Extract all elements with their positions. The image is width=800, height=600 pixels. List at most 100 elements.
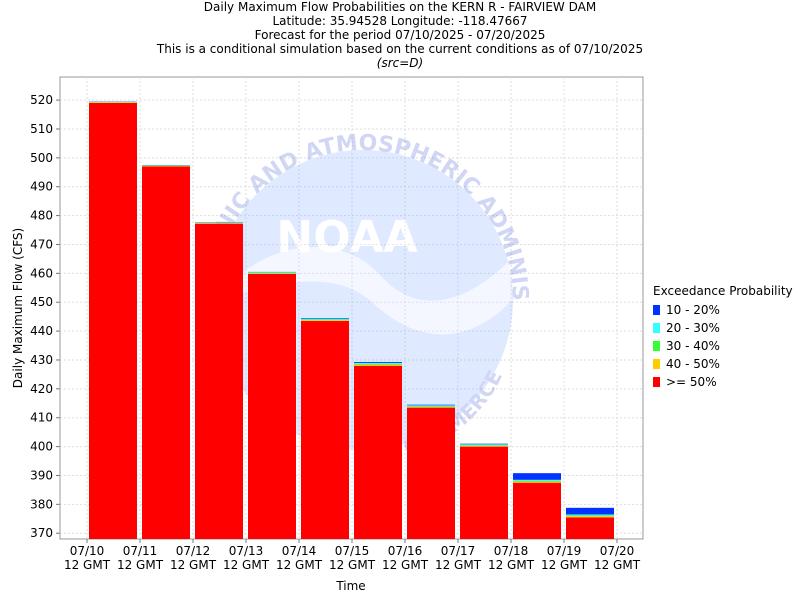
y-tick-label: 380 (30, 497, 53, 511)
y-tick-label: 400 (30, 440, 53, 454)
x-axis-label: Time (335, 579, 365, 593)
bar-segment-20-30 (513, 479, 561, 481)
x-tick-label-date: 07/15 (335, 544, 370, 558)
x-tick-label-time: 12 GMT (64, 558, 111, 572)
y-tick-label: 370 (30, 526, 53, 540)
bar-segment-ge50 (566, 517, 614, 539)
bar-segment-40-50 (460, 445, 508, 447)
bar-segment-10-20 (566, 507, 614, 515)
y-tick-label: 480 (30, 209, 53, 223)
y-tick-label: 460 (30, 266, 53, 280)
x-tick-label-time: 12 GMT (541, 558, 588, 572)
bar-segment-30-40 (407, 406, 455, 407)
bar-segment-10-20 (460, 443, 508, 445)
bar-segment-40-50 (195, 223, 243, 224)
y-axis: 370 380 390 400 410 420 430 440 450 460 470 480 490 5… (30, 93, 60, 540)
y-tick-label: 510 (30, 122, 53, 136)
legend-item: >= 50% (653, 373, 793, 391)
x-tick-label-date: 07/17 (441, 544, 476, 558)
bar-segment-20-30 (248, 272, 296, 273)
x-tick-label-date: 07/10 (70, 544, 105, 558)
legend: Exceedance Probability 10 - 20% 20 - 30% 3… (653, 284, 793, 391)
bar-segment-20-30 (407, 405, 455, 407)
bar-segment-30-40 (513, 480, 561, 482)
legend-label: 40 - 50% (666, 357, 720, 371)
y-tick-label: 520 (30, 93, 53, 107)
bar-segment-40-50 (89, 102, 137, 103)
legend-swatch (653, 323, 660, 333)
x-tick-label-time: 12 GMT (488, 558, 535, 572)
legend-swatch (653, 305, 660, 315)
chart-source: (src=D) (376, 56, 424, 70)
bar-segment-40-50 (354, 364, 402, 366)
y-tick-label: 500 (30, 151, 53, 165)
bar-segment-ge50 (354, 365, 402, 539)
bar-segment-ge50 (248, 273, 296, 539)
bar-segment-40-50 (566, 516, 614, 518)
legend-swatch (653, 377, 660, 387)
bar-segment-10-20 (301, 318, 349, 319)
bar-segment-ge50 (195, 223, 243, 539)
x-tick-label-time: 12 GMT (170, 558, 217, 572)
y-tick-label: 490 (30, 180, 53, 194)
x-tick-label-date: 07/13 (229, 544, 264, 558)
chart-condition-note: This is a conditional simulation based o… (156, 42, 644, 56)
bar-segment-20-30 (566, 514, 614, 516)
bar-segment-ge50 (407, 407, 455, 539)
bar-segment-30-40 (301, 319, 349, 321)
legend-swatch (653, 341, 660, 351)
bar-segment-20-30 (354, 362, 402, 364)
bar-segment-30-40 (566, 515, 614, 517)
legend-title: Exceedance Probability (653, 284, 793, 298)
x-tick-label-time: 12 GMT (117, 558, 164, 572)
bar-segment-40-50 (301, 320, 349, 321)
legend-label: 30 - 40% (666, 339, 720, 353)
bar-segment-20-30 (301, 318, 349, 320)
x-tick-label-date: 07/18 (494, 544, 529, 558)
x-tick-label-date: 07/14 (282, 544, 317, 558)
legend-items: 10 - 20% 20 - 30% 30 - 40% 40 - 50% >= 50% (653, 301, 793, 391)
bar-segment-ge50 (142, 166, 190, 539)
x-tick-label-time: 12 GMT (382, 558, 429, 572)
x-tick-label-date: 07/12 (176, 544, 211, 558)
bar-segment-10-20 (354, 361, 402, 363)
chart-titles: Daily Maximum Flow Probabilities on the … (0, 0, 800, 70)
bar-segment-ge50 (89, 102, 137, 540)
bar-segment-40-50 (407, 406, 455, 408)
bar-segment-ge50 (301, 320, 349, 539)
bar-segment-30-40 (248, 272, 296, 274)
bar-segment-ge50 (513, 482, 561, 539)
x-tick-label-time: 12 GMT (276, 558, 323, 572)
bar-segment-40-50 (248, 273, 296, 274)
bar-segment-30-40 (354, 363, 402, 365)
x-tick-label-date: 07/16 (388, 544, 423, 558)
y-tick-label: 430 (30, 353, 53, 367)
y-axis-label: Daily Maximum Flow (CFS) (11, 228, 25, 388)
watermark-logo-text: NOAA (276, 212, 417, 263)
chart-title: Daily Maximum Flow Probabilities on the … (203, 0, 597, 14)
bar-segment-20-30 (460, 444, 508, 446)
x-tick-label-date: 07/11 (123, 544, 158, 558)
bar-segment-30-40 (460, 445, 508, 446)
y-tick-label: 390 (30, 468, 53, 482)
x-tick-label-date: 07/19 (547, 544, 582, 558)
watermark-gull (215, 247, 512, 335)
y-tick-label: 420 (30, 382, 53, 396)
bar-segment-40-50 (513, 481, 561, 483)
chart-period: Forecast for the period 07/10/2025 - 07/… (254, 28, 546, 42)
bar-segment-40-50 (142, 165, 190, 167)
x-tick-label-time: 12 GMT (329, 558, 376, 572)
y-tick-label: 410 (30, 411, 53, 425)
x-tick-label-time: 12 GMT (594, 558, 641, 572)
bar-segment-ge50 (460, 446, 508, 539)
y-tick-label: 450 (30, 295, 53, 309)
bar-segment-10-20 (407, 404, 455, 406)
chart-location: Latitude: 35.94528 Longitude: -118.47667 (272, 14, 528, 28)
legend-swatch (653, 359, 660, 369)
legend-item: 30 - 40% (653, 337, 793, 355)
legend-label: 10 - 20% (666, 303, 720, 317)
legend-label: >= 50% (666, 375, 717, 389)
legend-item: 40 - 50% (653, 355, 793, 373)
